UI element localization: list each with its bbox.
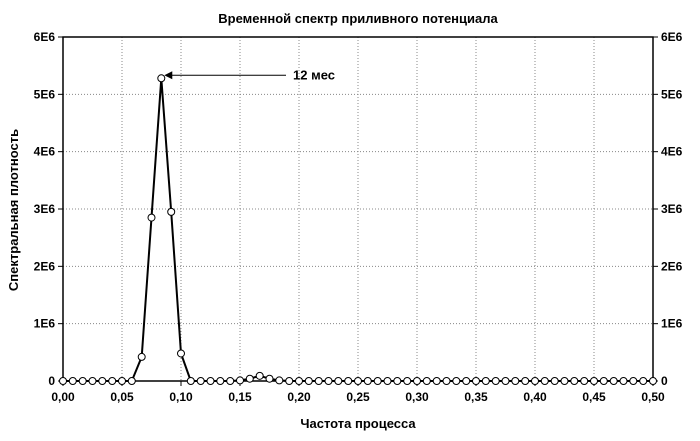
y-tick-label-right: 0 [661, 374, 668, 388]
data-point [442, 377, 451, 385]
data-point [363, 377, 372, 385]
x-tick-label: 0,50 [641, 390, 665, 404]
x-tick-label: 0,20 [287, 390, 311, 404]
data-point [472, 377, 480, 385]
y-tick-label-right: 1E6 [661, 317, 683, 331]
data-point [196, 377, 205, 385]
data-point [354, 377, 362, 385]
x-tick-label: 0,30 [405, 390, 429, 404]
y-ticks-right: 0 1E6 2E6 3E6 4E6 5E6 6E6 [653, 30, 683, 388]
data-point [118, 377, 126, 385]
x-tick-label: 0,15 [228, 390, 252, 404]
y-axis-label: Спектральная плотность [6, 129, 21, 291]
data-point [216, 377, 225, 385]
x-ticks: 0,00 0,05 0,10 0,15 0,20 0,25 0,30 0,35 0,40 0,45… [51, 381, 665, 404]
data-point [226, 377, 235, 385]
data-point [98, 377, 107, 385]
data-point [334, 377, 343, 385]
x-tick-label: 0,35 [464, 390, 488, 404]
data-point [275, 376, 284, 385]
data-point [186, 377, 195, 385]
data-point [206, 377, 215, 385]
x-tick-label: 0,00 [51, 390, 75, 404]
x-axis-label: Частота процесса [300, 416, 416, 431]
x-tick-label: 0,45 [582, 390, 606, 404]
y-tick-label-left: 1E6 [34, 317, 56, 331]
data-point [285, 377, 294, 385]
data-point [580, 377, 589, 385]
y-tick-label-left: 6E6 [34, 30, 56, 44]
y-tick-label-right: 5E6 [661, 87, 683, 101]
data-point [295, 377, 303, 385]
data-point [550, 377, 559, 385]
data-point [560, 377, 569, 385]
data-point [127, 377, 136, 385]
y-tick-label-left: 5E6 [34, 87, 56, 101]
annotation-arrowhead [164, 71, 173, 80]
data-point [108, 377, 117, 385]
data-point [481, 377, 490, 385]
data-point [236, 376, 244, 385]
y-tick-label-right: 3E6 [661, 202, 683, 216]
data-point [147, 213, 156, 222]
data-point [78, 377, 87, 385]
data-point [413, 377, 421, 385]
y-tick-label-right: 2E6 [661, 259, 683, 273]
data-point [265, 374, 274, 383]
data-point [590, 377, 598, 385]
x-tick-label: 0,40 [523, 390, 547, 404]
data-point [570, 377, 579, 385]
data-point [314, 377, 323, 385]
data-point [68, 377, 77, 385]
data-point [511, 377, 520, 385]
y-tick-label-left: 4E6 [34, 145, 56, 159]
data-point [619, 377, 628, 385]
data-point [491, 377, 500, 385]
y-tick-label-right: 4E6 [661, 145, 683, 159]
x-tick-label: 0,05 [110, 390, 134, 404]
data-point [501, 377, 510, 385]
data-point [629, 377, 638, 385]
y-tick-label-left: 3E6 [34, 202, 56, 216]
data-point [609, 377, 618, 385]
data-point [649, 377, 657, 385]
data-point [639, 377, 648, 385]
data-point [452, 377, 461, 385]
data-point [540, 377, 549, 385]
chart-title: Временной спектр приливного потенциала [218, 11, 498, 26]
x-tick-label: 0,10 [169, 390, 193, 404]
data-point [304, 377, 313, 385]
annotation: 12 мес [164, 67, 335, 82]
data-point [422, 377, 431, 385]
y-ticks-left: 0 1E6 2E6 3E6 4E6 5E6 6E6 [34, 30, 63, 388]
data-point [344, 377, 353, 385]
data-point [157, 74, 166, 83]
data-point [167, 207, 176, 216]
data-point [462, 377, 471, 385]
data-point [599, 377, 608, 385]
data-point [137, 352, 146, 361]
data-point [432, 377, 441, 385]
data-point [245, 374, 254, 383]
data-point [59, 377, 67, 385]
data-point [324, 377, 333, 385]
series [59, 74, 657, 385]
data-point [531, 377, 539, 385]
data-point [383, 377, 392, 385]
x-tick-label: 0,25 [346, 390, 370, 404]
y-tick-label-left: 2E6 [34, 259, 56, 273]
y-tick-label-right: 6E6 [661, 30, 683, 44]
grid [63, 37, 653, 381]
data-point [403, 377, 412, 385]
data-point [373, 377, 382, 385]
data-point [393, 377, 402, 385]
annotation-label: 12 мес [293, 67, 335, 82]
data-point [88, 377, 97, 385]
data-point [521, 377, 530, 385]
y-tick-label-left: 0 [48, 374, 55, 388]
data-point [177, 349, 185, 358]
data-point [255, 371, 264, 380]
